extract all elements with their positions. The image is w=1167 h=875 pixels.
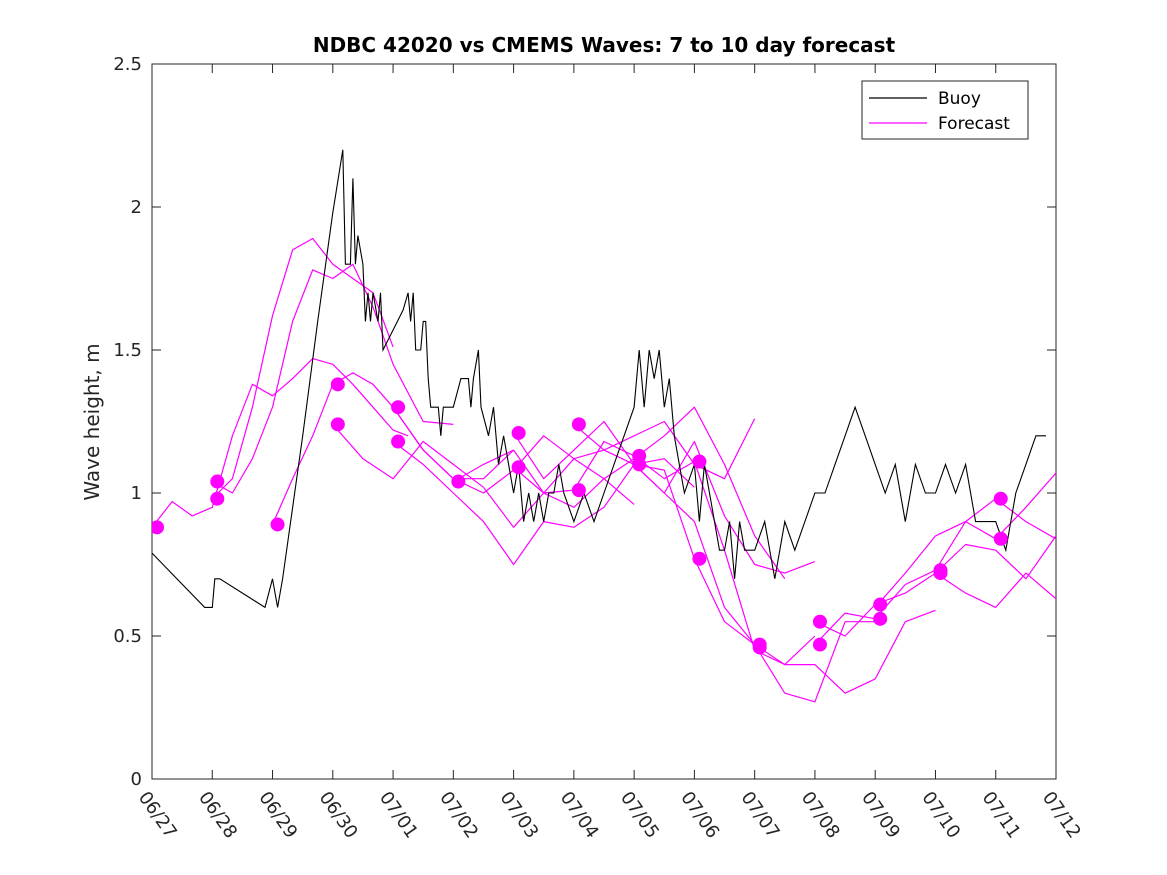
forecast-marker — [632, 457, 647, 472]
forecast-marker — [993, 531, 1008, 546]
y-tick-label: 1.5 — [113, 340, 142, 361]
forecast-marker — [391, 400, 406, 415]
forecast-marker — [330, 377, 345, 392]
forecast-marker — [933, 566, 948, 581]
forecast-marker — [571, 483, 586, 498]
forecast-line-11 — [573, 423, 876, 703]
forecast-line-8 — [453, 406, 786, 580]
chart-title: NDBC 42020 vs CMEMS Waves: 7 to 10 day f… — [313, 33, 896, 57]
forecast-marker — [270, 517, 285, 532]
legend: Buoy Forecast — [861, 80, 1029, 140]
forecast-line-12 — [633, 463, 936, 694]
forecast-line-15 — [874, 498, 1056, 608]
legend-label-forecast: Forecast — [938, 114, 1010, 134]
forecast-marker — [210, 474, 225, 489]
forecast-marker — [812, 637, 827, 652]
forecast-marker — [451, 474, 466, 489]
forecast-marker — [692, 551, 707, 566]
forecast-marker — [752, 640, 767, 655]
y-axis-label: Wave height, m — [80, 343, 104, 500]
forecast-line-5 — [332, 424, 635, 528]
buoy-line — [152, 149, 1046, 609]
forecast-line-1 — [152, 358, 409, 528]
forecast-marker — [152, 520, 165, 535]
forecast-marker — [692, 454, 707, 469]
forecast-marker — [330, 417, 345, 432]
forecast-marker — [511, 460, 526, 475]
forecast-marker — [812, 614, 827, 629]
forecast-marker — [873, 611, 888, 626]
legend-label-buoy: Buoy — [938, 89, 981, 109]
series-layer — [152, 149, 1056, 703]
y-tick-label: 0 — [131, 769, 142, 790]
forecast-marker — [511, 425, 526, 440]
forecast-marker — [993, 491, 1008, 506]
y-tick-label: 2.5 — [113, 54, 142, 75]
legend-box — [861, 80, 1029, 140]
y-tick-label: 0.5 — [113, 626, 142, 647]
forecast-marker — [873, 597, 888, 612]
forecast-line-16 — [935, 572, 1056, 609]
forecast-marker — [210, 491, 225, 506]
y-tick-label: 2 — [131, 197, 142, 218]
forecast-marker — [571, 417, 586, 432]
y-tick-label: 1 — [131, 483, 142, 504]
forecast-marker — [391, 434, 406, 449]
forecast-line-3 — [212, 263, 454, 494]
axes-box — [151, 63, 1057, 780]
